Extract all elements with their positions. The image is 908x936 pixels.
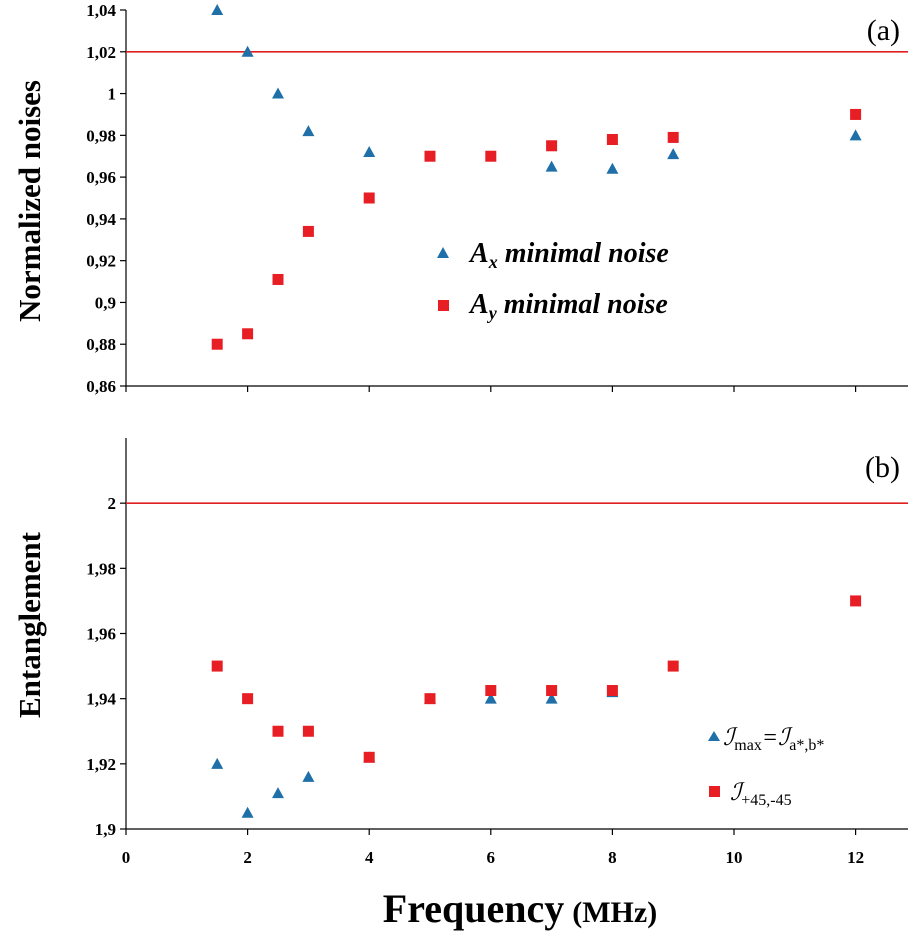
panel-b-ytick-label: 1,96 bbox=[86, 625, 116, 644]
legend-i45-marker bbox=[709, 786, 720, 797]
panel-a-ytick-label: 0,96 bbox=[86, 168, 116, 187]
panel-b-label: (b) bbox=[865, 451, 900, 484]
legend-ay: Ay minimal noise bbox=[438, 289, 668, 323]
legend-imax-rest: =ℐ bbox=[762, 725, 793, 751]
panel-a-series1-point bbox=[424, 150, 436, 162]
panel-a-series1-point bbox=[667, 131, 679, 143]
panel-b-ytick-label: 1,98 bbox=[86, 559, 116, 578]
panel-b-series1-point bbox=[606, 685, 618, 697]
panel-a-series0-point bbox=[606, 162, 619, 174]
legend-ay-rest: minimal noise bbox=[497, 289, 668, 320]
panel-a-plot: 0,86 0,88 0,9 0,92 0,94 0,96 0,98 1 1,02 1,04 bbox=[86, 1, 908, 396]
legend-i45-text: ℐ+45,-45 bbox=[730, 780, 792, 809]
panel-a-series0-point bbox=[272, 87, 284, 99]
legend-imax: ℐmax=ℐa*,b* bbox=[708, 725, 824, 754]
panel-b-xtick-label: 2 bbox=[243, 848, 252, 867]
panel-b-series1-point bbox=[302, 725, 314, 737]
legend-i45-sub: +45,-45 bbox=[741, 792, 791, 809]
panel-a-ytick-label: 0,92 bbox=[86, 252, 116, 271]
panel-b-ytick-label: 1,92 bbox=[86, 755, 116, 774]
panel-b-series0-point bbox=[241, 806, 254, 818]
panel-b-xtick-label: 12 bbox=[847, 848, 864, 867]
panel-a-ytick-label: 0,94 bbox=[86, 210, 116, 229]
panel-a-series0-point bbox=[545, 160, 558, 172]
panel-a-ytick-label: 0,98 bbox=[86, 126, 116, 145]
panel-a-series1-point bbox=[363, 192, 375, 204]
legend-i45: ℐ+45,-45 bbox=[709, 780, 792, 809]
panel-b-plot: 1,9 1,92 1,94 1,96 1,98 2 0 2 4 6 8 10 12 bbox=[86, 438, 908, 867]
panel-a-ytick-label: 1 bbox=[108, 85, 117, 104]
legend-ax-sub: x bbox=[488, 252, 498, 272]
panel-b-xtick-label: 0 bbox=[122, 848, 131, 867]
panel-a-series0-point bbox=[667, 148, 680, 160]
panel-b-ytick-label: 1,94 bbox=[86, 690, 116, 709]
panel-a-ytick-label: 1,02 bbox=[86, 43, 116, 62]
panel-b-series1-point bbox=[667, 660, 679, 672]
panel-b-series0-point bbox=[545, 692, 558, 704]
legend-ay-main: A bbox=[468, 289, 489, 320]
panel-a-series0-point bbox=[302, 125, 315, 137]
x-axis-label-unit: (MHz) bbox=[572, 896, 657, 929]
panel-b-series1-point bbox=[485, 685, 497, 697]
legend-ax: Ax minimal noise bbox=[437, 238, 669, 272]
panel-b-series1-point bbox=[272, 725, 284, 737]
panel-a-ytick-label: 1,04 bbox=[86, 1, 116, 20]
panel-a-series0-point bbox=[241, 45, 254, 57]
panel-a-ytick-label: 0,9 bbox=[95, 293, 116, 312]
legend-i45-main: ℐ bbox=[730, 780, 745, 806]
legend-imax-text: ℐmax=ℐa*,b* bbox=[723, 725, 824, 754]
panel-a-ytick-label: 0,86 bbox=[86, 377, 116, 396]
panel-b-series0-point bbox=[484, 692, 497, 704]
panel-b-xtick-label: 6 bbox=[487, 848, 496, 867]
panel-b-xtick-label: 8 bbox=[608, 848, 617, 867]
legend-ax-main: A bbox=[468, 238, 489, 269]
panel-a-series1-point bbox=[272, 273, 284, 285]
panel-b-series1-point bbox=[546, 685, 558, 697]
panel-b-legend: ℐmax=ℐa*,b* ℐ+45,-45 bbox=[708, 725, 824, 809]
panel-a-series1-point bbox=[850, 108, 862, 120]
panel-b: Entanglement (b) 1,9 1,92 1,94 1,96 1,98 2 0 2 4… bbox=[12, 438, 908, 931]
panel-a-legend: Ax minimal noise Ay minimal noise bbox=[437, 238, 669, 323]
panel-b-xtick-label: 4 bbox=[365, 848, 374, 867]
panel-b-series1-point bbox=[211, 660, 223, 672]
panel-a-series1-point bbox=[302, 225, 314, 237]
panel-a-series1-point bbox=[485, 150, 497, 162]
panel-b-series1-point bbox=[424, 693, 436, 705]
panel-a-ylabel: Normalized noises bbox=[12, 80, 47, 322]
panel-a-ytick-label: 0,88 bbox=[86, 335, 116, 354]
panel-a-series1-point bbox=[606, 134, 618, 146]
legend-ay-marker bbox=[438, 300, 449, 311]
legend-imax-sub: max bbox=[734, 737, 762, 754]
panel-b-ylabel: Entanglement bbox=[12, 531, 47, 718]
panel-b-xtick-label: 10 bbox=[726, 848, 743, 867]
legend-ax-rest: minimal noise bbox=[498, 238, 669, 269]
panel-a-label: (a) bbox=[867, 14, 900, 47]
legend-ax-marker bbox=[437, 247, 449, 258]
panel-a-series0-point bbox=[211, 4, 224, 15]
legend-ay-text: Ay minimal noise bbox=[468, 289, 668, 323]
panel-b-series0-point bbox=[211, 757, 224, 769]
panel-a-series1-point bbox=[242, 328, 254, 340]
panel-b-series1-point bbox=[850, 595, 862, 607]
x-axis-label-main: Frequency bbox=[383, 886, 564, 931]
panel-a-series0-point bbox=[363, 146, 376, 158]
panel-b-series1-point bbox=[363, 751, 375, 763]
panel-a-series1-point bbox=[546, 140, 558, 152]
panel-a: Normalized noises (a) 0,86 0,88 0,9 0,92 0,9… bbox=[12, 1, 908, 396]
panel-b-ytick-label: 2 bbox=[108, 494, 117, 513]
legend-imax-main: ℐ bbox=[723, 725, 738, 751]
legend-ax-text: Ax minimal noise bbox=[468, 238, 669, 272]
legend-ay-sub: y bbox=[487, 303, 498, 323]
panel-a-series1-point bbox=[211, 338, 223, 350]
panel-a-series0-point bbox=[849, 129, 862, 141]
panel-b-series1-point bbox=[242, 693, 254, 705]
panel-b-series0-point bbox=[272, 787, 284, 799]
panel-b-series0-point bbox=[302, 770, 315, 782]
panel-b-ytick-label: 1,9 bbox=[95, 820, 116, 839]
legend-imax-sub2: a*,b* bbox=[789, 737, 824, 754]
x-axis-label: Frequency (MHz) bbox=[383, 886, 657, 931]
legend-imax-marker bbox=[708, 731, 720, 741]
